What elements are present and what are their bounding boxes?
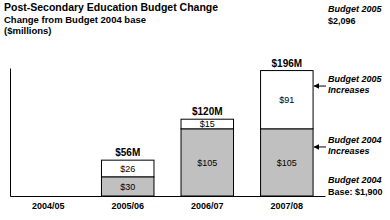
bar-segment — [181, 119, 234, 129]
data-label: $105 — [277, 158, 297, 168]
data-label: $105 — [197, 158, 217, 168]
bar-segment — [261, 129, 314, 196]
labels: $30 $105 $105 $26 $15 $91 $56M $120M $196M Budget… — [115, 4, 382, 197]
x-axis: 2004/05 2005/06 2006/07 2007/08 — [11, 197, 326, 211]
bar-segment — [101, 177, 153, 196]
y-axis-label: ($millions) — [4, 25, 52, 36]
annotation-line: Budget 2004 — [328, 175, 382, 185]
y-axis — [10, 69, 11, 197]
arrow — [314, 86, 326, 87]
x-tick-label: 2005/06 — [111, 201, 144, 211]
bar-segment — [261, 71, 314, 129]
x-tick: 2006/07 — [191, 201, 224, 211]
x-tick: 2004/05 — [32, 201, 65, 211]
subtitle: Change from Budget 2004 base — [4, 14, 146, 25]
x-tick-label: 2006/07 — [191, 201, 224, 211]
x-tick: 2007/08 — [271, 201, 304, 211]
bar-segment — [101, 160, 153, 177]
x-tick-label: 2007/08 — [271, 201, 304, 211]
annotation: Budget 2005 $2,096 — [328, 4, 383, 26]
total-label: $196M — [272, 58, 303, 69]
annotation-line: Base: $1,900 — [328, 187, 383, 197]
x-tick: 2005/06 — [111, 201, 144, 211]
chart: Post-Secondary Education Budget ChangeCh… — [0, 0, 390, 220]
x-tick-label: 2004/05 — [32, 201, 65, 211]
data-label: $91 — [279, 95, 294, 105]
arrow — [314, 146, 326, 147]
annotation-line: $2,096 — [328, 16, 356, 26]
title: Post-Secondary Education Budget Change — [4, 1, 218, 13]
annotation-line: Budget 2005 — [328, 4, 383, 14]
x-axis-line — [11, 196, 326, 197]
series-label: Budget 2004Increases — [328, 135, 382, 156]
bars — [101, 71, 313, 196]
y-axis-line — [10, 69, 11, 197]
series-label: Budget 2005Increases — [328, 74, 383, 95]
annotation: Budget 2004 Base: $1,900 — [328, 175, 383, 197]
total-label: $56M — [115, 147, 140, 158]
bar-segment — [181, 129, 234, 196]
data-label: $26 — [120, 164, 135, 174]
data-label: $30 — [120, 182, 135, 192]
data-label: $15 — [200, 119, 215, 129]
total-label: $120M — [192, 106, 223, 117]
